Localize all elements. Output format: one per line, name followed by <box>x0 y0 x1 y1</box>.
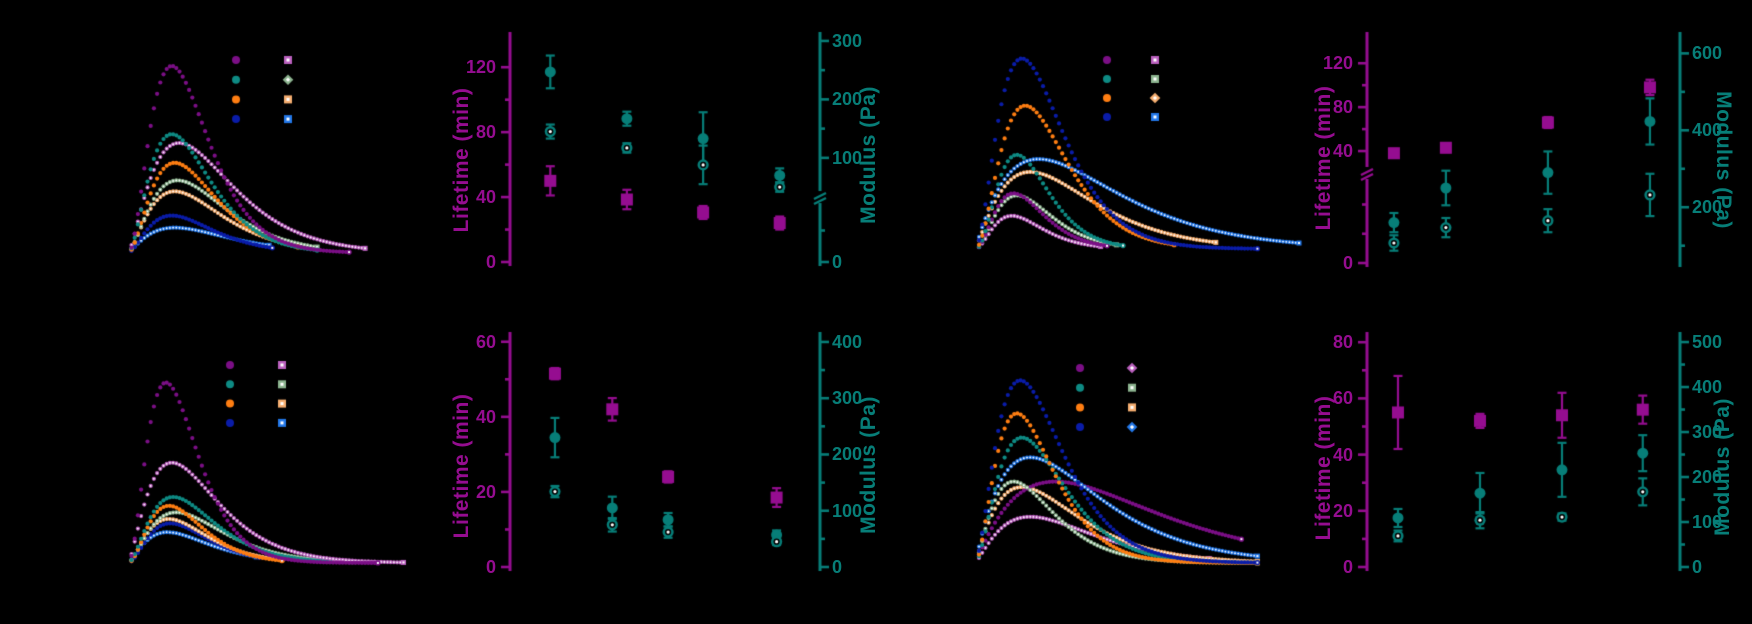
tick-label: 20 <box>1332 500 1353 521</box>
lifetime-axis-label-bottom-left: Lifetime (min) <box>450 393 473 539</box>
tick-label: 0 <box>832 557 843 577</box>
tick-label: 20 <box>475 481 496 502</box>
tick-label: 400 <box>1692 120 1723 141</box>
tick-label: 40 <box>1332 444 1353 465</box>
tick-label: 100 <box>1692 512 1723 532</box>
tick-label: 300 <box>1692 422 1723 443</box>
tick-label: 300 <box>832 30 863 51</box>
tick-label: 200 <box>832 444 863 465</box>
tick-label: 80 <box>1332 332 1353 353</box>
tick-label: 40 <box>475 406 496 427</box>
tick-label: 0 <box>485 557 496 577</box>
tick-label: 300 <box>832 388 863 409</box>
tick-label: 0 <box>1342 557 1353 577</box>
tick-label: 40 <box>475 187 496 208</box>
tick-label: 80 <box>475 122 496 143</box>
tick-label: 100 <box>832 500 863 521</box>
tick-label: 120 <box>465 57 496 78</box>
tick-label: 0 <box>485 252 496 272</box>
tick-label: 400 <box>1692 377 1723 398</box>
tick-label: 0 <box>1692 557 1703 577</box>
lifetime-axis-label-top-left: Lifetime (min) <box>450 87 473 233</box>
tick-label: 60 <box>1332 388 1353 409</box>
tick-label: 80 <box>1332 97 1353 118</box>
tick-label: 400 <box>832 331 863 352</box>
tick-label: 200 <box>1692 197 1723 218</box>
tick-label: 40 <box>1332 141 1353 162</box>
tick-label: 200 <box>1692 467 1723 488</box>
modulus-axis-label-top-right: Modulus (Pa) <box>1712 91 1735 229</box>
tick-label: 600 <box>1692 43 1723 64</box>
tick-label: 120 <box>1322 53 1353 74</box>
tick-label: 100 <box>832 147 863 168</box>
tick-label: 0 <box>832 252 843 272</box>
tick-label: 60 <box>475 331 496 352</box>
tick-label: 200 <box>832 89 863 110</box>
tick-label: 0 <box>1342 253 1353 273</box>
tick-label: 500 <box>1692 332 1723 353</box>
